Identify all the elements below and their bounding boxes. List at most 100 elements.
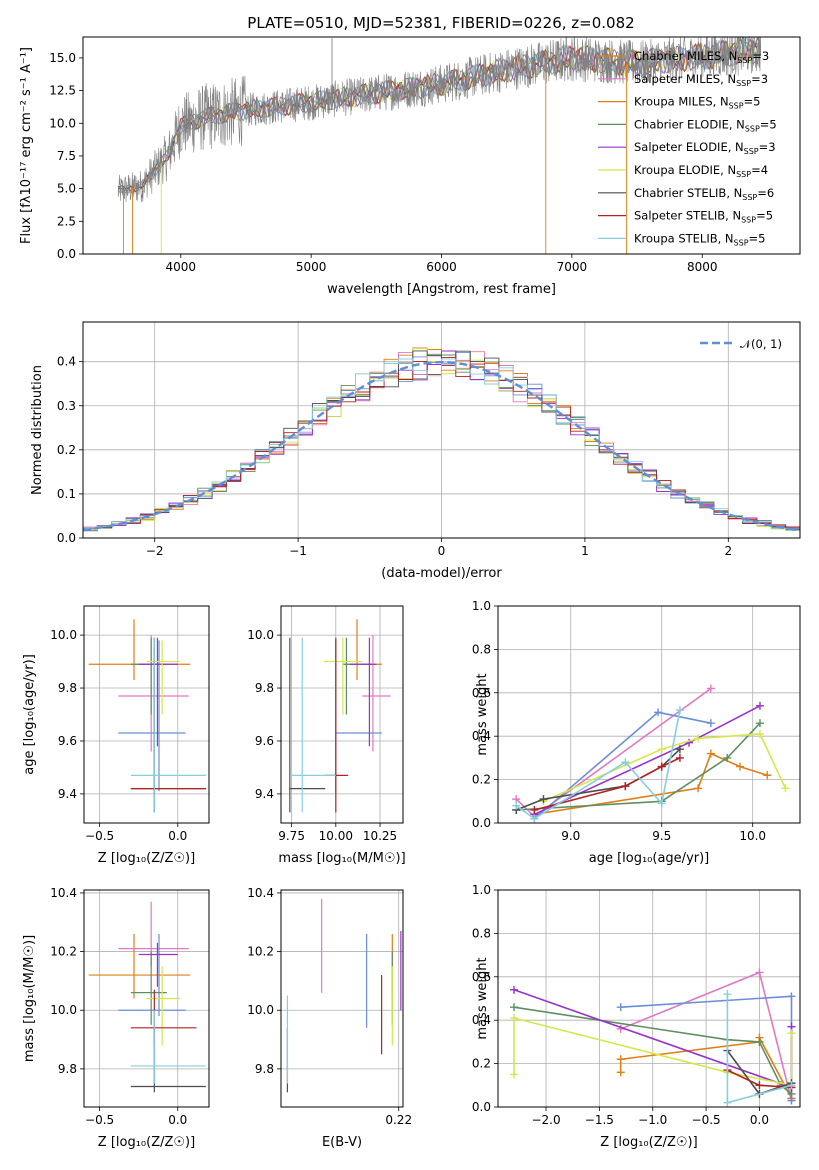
x-axis-label: Z [log₁₀(Z/Z☉)]	[98, 1135, 195, 1150]
legend-label-main: Chabrier MILES, N	[634, 49, 737, 63]
weight-point-marker	[763, 771, 772, 780]
plot-area	[286, 898, 402, 1093]
legend-label-sub: SSP	[742, 193, 757, 202]
axes-frame	[83, 605, 210, 824]
legend-label-tail: =4	[751, 163, 768, 177]
legend-label: Kroupa MILES, NSSP=5	[634, 95, 760, 111]
legend-label-tail: =5	[760, 117, 777, 131]
plot-area	[512, 684, 790, 823]
legend-label-sub: SSP	[736, 170, 751, 179]
y-tick-label: 9.4	[58, 787, 77, 801]
x-tick-label: −0.5	[85, 1113, 114, 1127]
weight-point-marker	[694, 734, 703, 743]
x-tick-label: 0.0	[168, 1113, 187, 1127]
weight-point-marker	[723, 990, 732, 999]
y-axis-label: age [log₁₀(age/yr)]	[22, 654, 37, 775]
legend-label-tail: =6	[757, 186, 774, 200]
mass-vs-ebv-panel: 0.22 9.8 10.0 10.2 10.4 E(B-V)	[247, 886, 412, 1150]
legend-label-main: Salpeter STELIB, N	[634, 209, 741, 223]
y-tick-label: 12.5	[49, 84, 76, 98]
y-tick-label: 9.8	[255, 681, 274, 695]
axes-frame	[280, 889, 404, 1108]
weight-point-marker	[510, 1014, 519, 1023]
legend-label-main: Salpeter ELODIE, N	[634, 140, 744, 154]
x-axis-label: (data-model)/error	[381, 566, 502, 581]
legend-label: Chabrier MILES, NSSP=3	[634, 49, 769, 65]
weight-point-marker	[735, 762, 744, 771]
x-axis-label: E(B-V)	[322, 1135, 362, 1150]
legend-label-sub: SSP	[741, 216, 756, 225]
y-tick-label: 0.6	[472, 970, 491, 984]
axes-frame	[497, 889, 801, 1108]
y-tick-label: 10.0	[49, 116, 76, 130]
x-axis-label: Z [log₁₀(Z/Z☉)]	[600, 1135, 697, 1150]
y-axis-label: mass weight	[475, 673, 490, 755]
y-tick-label: 0.2	[472, 1057, 491, 1071]
y-tick-label: 9.8	[255, 1062, 274, 1076]
legend-label: Kroupa STELIB, NSSP=5	[634, 231, 765, 247]
y-tick-label: 2.5	[57, 214, 76, 228]
legend-label-sub: SSP	[745, 124, 760, 133]
x-tick-label: 6000	[426, 260, 457, 274]
x-tick-label: −0.5	[85, 829, 114, 843]
x-tick-label: 0	[438, 544, 446, 558]
weight-point-marker	[539, 795, 548, 804]
legend-label-tail: =3	[751, 72, 768, 86]
legend-label: Salpeter ELODIE, NSSP=3	[634, 140, 776, 156]
y-tick-label: 10.0	[247, 628, 274, 642]
y-axis-label: mass weight	[475, 957, 490, 1039]
weight-point-marker	[657, 762, 666, 771]
y-tick-label: 0.4	[472, 1013, 491, 1027]
legend-label-sub: SSP	[736, 79, 751, 88]
weight-point-marker	[530, 805, 539, 814]
y-tick-label: 1.0	[472, 599, 491, 613]
x-tick-label: 0.0	[168, 829, 187, 843]
weight-point-marker	[755, 701, 764, 710]
x-tick-label: −2	[146, 544, 164, 558]
y-axis-label: Flux [fλ10⁻¹⁷ erg cm⁻² s⁻¹ A⁻¹]	[19, 47, 34, 244]
y-tick-label: 0.8	[472, 642, 491, 656]
x-axis-label: Z [log₁₀(Z/Z☉)]	[98, 851, 195, 866]
weight-point-marker	[621, 758, 630, 767]
weight-point-marker	[675, 706, 684, 715]
legend-label-main: Kroupa MILES, N	[634, 95, 729, 109]
weight-point-marker	[616, 1003, 625, 1012]
weight-series-line	[516, 722, 761, 811]
legend-label-tail: =5	[756, 209, 773, 223]
y-tick-label: 5.0	[57, 182, 76, 196]
weight-point-marker	[657, 745, 666, 754]
y-tick-label: 0.2	[57, 443, 76, 457]
age-vs-mass-panel: 9.75 10.00 10.25 9.4 9.6 9.8 10.0 mass [log₁₀(M…	[247, 605, 406, 866]
x-axis-label: mass [log₁₀(M/M☉)]	[278, 851, 405, 866]
weight-point-marker	[755, 719, 764, 728]
y-tick-label: 9.8	[58, 681, 77, 695]
y-tick-label: 0.6	[472, 686, 491, 700]
y-tick-label: 10.0	[50, 628, 77, 642]
axes-frame	[82, 321, 801, 539]
weight-point-marker	[694, 784, 703, 793]
legend-label-main: Kroupa STELIB, N	[634, 231, 734, 245]
y-tick-label: 7.5	[57, 149, 76, 163]
x-tick-label: 5000	[296, 260, 327, 274]
y-tick-label: 0.4	[57, 355, 76, 369]
weight-point-marker	[530, 814, 539, 823]
axes-frame	[82, 36, 801, 255]
axes-frame	[497, 605, 801, 824]
weight-point-marker	[706, 684, 715, 693]
x-tick-label: 9.75	[278, 829, 305, 843]
x-tick-label: 7000	[557, 260, 588, 274]
legend-label: Chabrier ELODIE, NSSP=5	[634, 117, 777, 133]
y-tick-label: 10.4	[247, 886, 274, 900]
mass-vs-metallicity-panel: −0.5 0.0 9.8 10.0 10.2 10.4 Z [log₁₀(Z/Z☉)] mas…	[22, 886, 210, 1150]
y-tick-label: 0.8	[472, 926, 491, 940]
weight-point-marker	[510, 985, 519, 994]
legend-label-tail: =5	[749, 231, 766, 245]
y-tick-label: 9.8	[58, 1062, 77, 1076]
weight-point-marker	[755, 968, 764, 977]
legend-label: 𝒩(0, 1)	[740, 337, 782, 351]
axes-frame	[280, 605, 404, 824]
weight-point-marker	[675, 753, 684, 762]
y-tick-label: 0.0	[57, 247, 76, 261]
legend-label-sub: SSP	[729, 102, 744, 111]
